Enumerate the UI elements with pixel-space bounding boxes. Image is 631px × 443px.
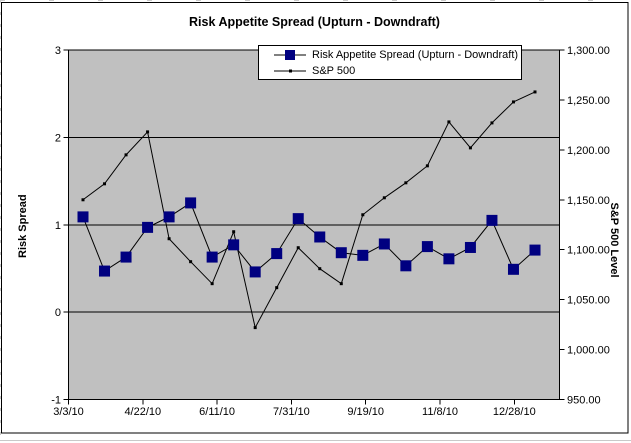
right-axis-tick-label: 1,050.00 — [567, 295, 610, 307]
sp500-point — [361, 213, 365, 217]
dot-marker-line-icon — [274, 69, 306, 73]
sp500-point — [339, 282, 343, 286]
right-axis-tick-label: 1,300.00 — [567, 45, 610, 57]
risk-spread-point — [357, 249, 369, 261]
risk-spread-point — [464, 241, 476, 253]
sp500-point — [404, 181, 408, 185]
risk-spread-point — [206, 251, 218, 263]
x-axis-tick-label: 7/31/10 — [273, 406, 310, 418]
risk-spread-line — [82, 202, 536, 273]
risk-spread-point — [77, 211, 89, 223]
x-axis-tick-label: 9/19/10 — [347, 406, 384, 418]
sp500-point — [490, 121, 494, 125]
sp500-point — [447, 120, 451, 124]
x-axis-tick-label: 4/22/10 — [124, 406, 161, 418]
right-axis-tick-label: 1,200.00 — [567, 145, 610, 157]
left-axis-tick-label: -1 — [51, 395, 61, 407]
risk-spread-point — [400, 260, 412, 272]
legend: Risk Appetite Spread (Upturn - Downdraft… — [258, 45, 522, 80]
legend-label-sp500: S&P 500 — [312, 65, 356, 77]
legend-item-sp500: S&P 500 — [273, 63, 521, 79]
sp500-point — [382, 196, 386, 200]
legend-item-risk-spread: Risk Appetite Spread (Upturn - Downdraft… — [273, 47, 521, 63]
sp500-point — [296, 246, 300, 250]
square-marker-line-icon — [274, 50, 306, 60]
x-axis-tick-label: 12/28/10 — [493, 406, 536, 418]
sp500-point — [511, 100, 515, 104]
sp500-point — [275, 286, 279, 290]
risk-spread-point — [271, 248, 283, 260]
sp500-point — [103, 182, 107, 186]
risk-spread-point — [421, 241, 433, 253]
sp500-point — [124, 153, 128, 157]
sp500-point — [253, 326, 257, 330]
right-axis-tick-label: 950.00 — [567, 395, 601, 407]
sp500-point — [146, 130, 150, 134]
risk-spread-point — [314, 231, 326, 243]
sp500-point — [210, 282, 214, 286]
left-axis-title: Risk Spread — [17, 194, 29, 258]
sp500-line — [82, 91, 536, 330]
sp500-point — [232, 230, 236, 234]
risk-spread-point — [378, 238, 390, 250]
sp500-point — [318, 267, 322, 271]
x-axis-tick-label: 3/3/10 — [53, 406, 84, 418]
right-axis-tick-label: 1,000.00 — [567, 345, 610, 357]
left-axis-tick-label: 1 — [55, 220, 61, 232]
risk-spread-point — [249, 266, 261, 278]
right-axis-tick-label: 1,150.00 — [567, 195, 610, 207]
risk-spread-point — [228, 239, 240, 251]
risk-spread-point — [292, 213, 304, 225]
left-axis-tick-label: 0 — [55, 307, 61, 319]
risk-spread-point — [185, 197, 197, 209]
sp500-point — [533, 90, 537, 94]
right-axis-tick-label: 1,250.00 — [567, 95, 610, 107]
right-axis-tick-label: 1,100.00 — [567, 245, 610, 257]
x-axis-tick-label: 11/8/10 — [422, 406, 458, 418]
risk-spread-point — [507, 263, 519, 275]
risk-spread-point — [335, 247, 347, 259]
left-axis-tick-label: 3 — [55, 45, 61, 57]
sp500-point — [468, 146, 472, 150]
risk-spread-point — [529, 244, 541, 256]
sp500-point — [167, 237, 171, 241]
legend-label-risk-spread: Risk Appetite Spread (Upturn - Downdraft… — [312, 49, 519, 61]
risk-spread-point — [443, 253, 455, 265]
risk-spread-point — [120, 251, 132, 263]
risk-spread-point — [142, 221, 154, 233]
x-axis-tick-label: 6/11/10 — [199, 406, 235, 418]
chart-title: Risk Appetite Spread (Upturn - Downdraft… — [189, 15, 440, 29]
risk-spread-point — [99, 265, 111, 277]
left-axis-tick-label: 2 — [55, 132, 61, 144]
sp500-point — [425, 164, 429, 168]
risk-spread-point — [163, 211, 175, 223]
sp500-point — [189, 260, 193, 264]
right-axis-title: S&P 500 Level — [608, 202, 620, 278]
risk-spread-point — [486, 214, 498, 226]
sp500-point — [81, 198, 85, 202]
